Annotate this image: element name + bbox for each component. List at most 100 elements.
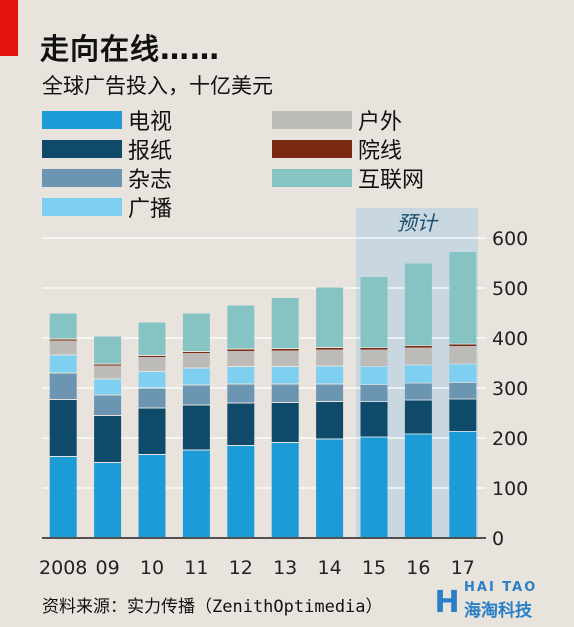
bar-radio-12 [227, 367, 255, 384]
bar-internet-14 [316, 287, 344, 347]
bar-tv-16 [404, 434, 432, 537]
legend-item-radio: 广播 [42, 191, 172, 223]
watermark-bottom-text: 海淘科技 [464, 601, 532, 621]
legend-label-magazines: 杂志 [128, 168, 173, 193]
watermark: H HAI TAO 海淘科技 [428, 574, 574, 627]
x-tick-label: 10 [140, 557, 164, 579]
bar-newspapers-12 [227, 403, 255, 445]
bar-tv-17 [449, 432, 477, 537]
bar-tv-14 [316, 439, 344, 537]
x-tick-label: 2008 [39, 557, 87, 579]
bar-outdoor-12 [227, 351, 255, 366]
bar-radio-11 [182, 368, 210, 385]
legend-swatch-radio [42, 198, 122, 216]
bar-tv-10 [138, 455, 166, 537]
x-tick-label: 17 [451, 557, 475, 579]
bar-internet-13 [271, 298, 299, 348]
watermark-top-text: HAI TAO [464, 580, 538, 595]
bar-tv-13 [271, 443, 299, 537]
bar-magazines-10 [138, 388, 166, 408]
bar-cinema-09 [94, 364, 122, 366]
y-tick-label: 400 [492, 328, 528, 350]
bar-magazines-16 [404, 383, 432, 400]
bar-magazines-11 [182, 385, 210, 405]
bar-cinema-11 [182, 352, 210, 353]
bar-radio-14 [316, 366, 344, 384]
bar-magazines-12 [227, 384, 255, 403]
watermark-logo-icon: H [434, 585, 460, 620]
bar-outdoor-10 [138, 357, 166, 371]
bar-outdoor-15 [360, 349, 388, 366]
bar-magazines-09 [94, 395, 122, 415]
bar-internet-16 [404, 263, 432, 345]
bar-newspapers-09 [94, 416, 122, 462]
legend-swatch-magazines [42, 169, 122, 187]
bar-newspapers-13 [271, 403, 299, 442]
legend-label-newspapers: 报纸 [128, 139, 173, 164]
brand-red-tab [0, 0, 18, 56]
bar-cinema-14 [316, 348, 344, 350]
bar-internet-15 [360, 277, 388, 347]
bar-outdoor-17 [449, 346, 477, 364]
bar-outdoor-14 [316, 349, 344, 366]
bar-cinema-13 [271, 349, 299, 351]
bar-newspapers-15 [360, 402, 388, 437]
legend-label-internet: 互联网 [358, 168, 425, 193]
forecast-label: 预计 [397, 211, 439, 235]
y-tick-label: 500 [492, 278, 528, 300]
bar-outdoor-13 [271, 350, 299, 366]
bar-cinema-2008 [49, 339, 77, 341]
bar-outdoor-11 [182, 353, 210, 368]
bar-magazines-15 [360, 385, 388, 401]
bar-outdoor-09 [94, 365, 122, 379]
bar-newspapers-10 [138, 408, 166, 454]
legend-item-newspapers: 报纸 [42, 133, 172, 165]
legend-swatch-tv [42, 111, 122, 129]
legend-swatch-newspapers [42, 140, 122, 158]
bar-outdoor-2008 [49, 340, 77, 355]
bar-internet-17 [449, 252, 477, 344]
legend-item-internet: 互联网 [272, 162, 424, 194]
y-tick-label: 200 [492, 428, 528, 450]
legend-item-outdoor: 户外 [272, 104, 402, 136]
bar-cinema-17 [449, 344, 477, 346]
legend-label-cinema: 院线 [358, 139, 403, 164]
bar-tv-12 [227, 446, 255, 537]
bar-newspapers-11 [182, 405, 210, 450]
bar-cinema-15 [360, 348, 388, 350]
bar-internet-10 [138, 322, 166, 355]
bar-tv-15 [360, 437, 388, 537]
bar-tv-11 [182, 450, 210, 537]
bar-radio-17 [449, 364, 477, 382]
legend-swatch-outdoor [272, 111, 352, 129]
bar-internet-2008 [49, 313, 77, 339]
x-tick-label: 09 [96, 557, 120, 579]
bar-outdoor-16 [404, 347, 432, 365]
bar-newspapers-16 [404, 400, 432, 434]
x-tick-label: 16 [406, 557, 430, 579]
x-tick-label: 11 [184, 557, 208, 579]
bar-magazines-17 [449, 383, 477, 399]
legend-item-cinema: 院线 [272, 133, 402, 165]
bar-radio-16 [404, 365, 432, 383]
bar-cinema-16 [404, 346, 432, 348]
legend-item-magazines: 杂志 [42, 162, 172, 194]
bar-tv-09 [94, 463, 122, 537]
bar-internet-12 [227, 305, 255, 349]
bar-newspapers-2008 [49, 400, 77, 456]
bar-radio-09 [94, 379, 122, 395]
chart-title: 走向在线…… [40, 32, 221, 66]
chart-subtitle: 全球广告投入，十亿美元 [42, 74, 273, 98]
legend-swatch-cinema [272, 140, 352, 158]
x-tick-label: 12 [229, 557, 253, 579]
legend-label-tv: 电视 [128, 110, 173, 135]
bar-internet-11 [182, 313, 210, 351]
bar-magazines-13 [271, 384, 299, 402]
y-tick-label: 600 [492, 228, 528, 250]
legend: 电视报纸杂志 广播 户外院线互联网 [42, 104, 522, 224]
bar-newspapers-17 [449, 399, 477, 431]
y-tick-label: 100 [492, 478, 528, 500]
source-note: 资料来源：实力传播（ZenithOptimedia） [42, 597, 383, 617]
bar-cinema-10 [138, 356, 166, 357]
y-tick-label: 0 [492, 528, 504, 550]
